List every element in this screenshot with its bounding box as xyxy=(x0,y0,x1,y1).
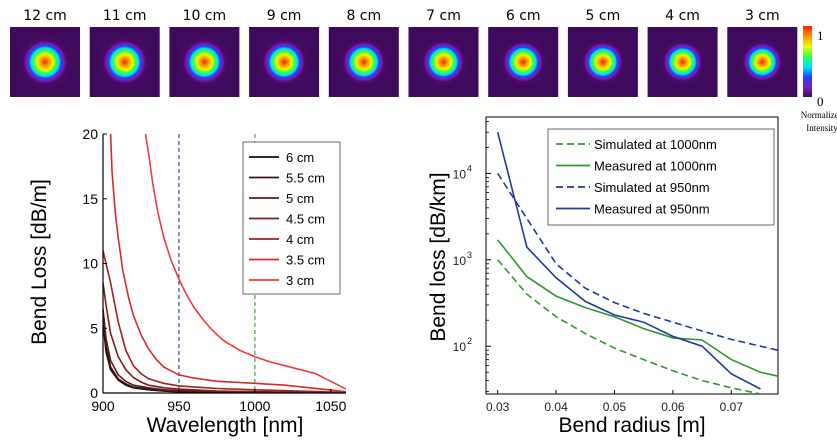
mode-intensity-spot xyxy=(658,38,707,86)
right-series-lines xyxy=(496,132,778,394)
right-x-axis-title: Bend radius [m] xyxy=(558,414,705,437)
left-y-ticks: 0 5 10 15 20 xyxy=(82,126,107,401)
mode-image: 8 cm xyxy=(328,8,399,97)
legend-label: 5.5 cm xyxy=(286,171,325,186)
x-tick-label: 0.06 xyxy=(661,400,685,414)
y-tick-label: 10 xyxy=(453,167,467,181)
mode-image: 4 cm xyxy=(647,8,718,97)
legend-label: Simulated at 1000nm xyxy=(594,137,717,152)
legend-label: Simulated at 950nm xyxy=(594,180,710,195)
mode-image-label: 10 cm xyxy=(183,8,227,24)
x-tick-label: 1000 xyxy=(239,398,270,414)
mode-intensity-spot xyxy=(178,35,231,89)
left-x-axis-title: Wavelength [nm] xyxy=(147,414,304,437)
mode-image-label: 5 cm xyxy=(586,8,621,24)
x-tick-label: 1050 xyxy=(315,398,346,414)
legend-label: 5 cm xyxy=(286,191,314,206)
right-legend: Simulated at 1000nm Measured at 1000nm Sim… xyxy=(547,128,775,226)
series-line-4-cm xyxy=(103,250,346,393)
x-tick-label: 0.05 xyxy=(603,400,627,414)
x-tick-label: 0.03 xyxy=(486,400,510,414)
mode-image-label: 7 cm xyxy=(426,8,461,24)
y-tick-label: 10 xyxy=(453,254,467,268)
legend-label: 3.5 cm xyxy=(286,253,325,268)
legend-label: 6 cm xyxy=(286,150,314,165)
mode-intensity-spot xyxy=(258,36,310,88)
left-legend: 6 cm 5.5 cm 5 cm 4.5 cm 4 cm 3.5 cm 3 cm xyxy=(242,141,341,295)
x-tick-label: 0.07 xyxy=(720,400,744,414)
left-series-lines xyxy=(103,134,346,393)
x-tick-label: 0.04 xyxy=(544,400,568,414)
series-line-3-cm xyxy=(144,134,346,390)
mode-image: 3 cm xyxy=(727,8,798,97)
legend-label: 4 cm xyxy=(286,232,314,247)
legend-label: Measured at 1000nm xyxy=(594,159,717,174)
left-y-axis-title: Bend Loss [dB/m] xyxy=(28,179,51,345)
y-tick-label: 10 xyxy=(453,340,467,354)
y-tick-label: 10 xyxy=(82,256,98,272)
y-tick-label: 0 xyxy=(90,385,98,401)
y-tick-label: 5 xyxy=(90,320,98,336)
y-tick-exponent: 2 xyxy=(467,336,472,346)
mode-image-label: 3 cm xyxy=(745,8,780,24)
mode-image: 12 cm xyxy=(10,8,80,97)
colorbar-caption-line1: Normalized xyxy=(801,110,837,120)
mode-image-label: 11 cm xyxy=(103,8,147,24)
mode-intensity-spot xyxy=(18,35,72,89)
mode-intensity-spot xyxy=(738,38,786,86)
mode-intensity-spot xyxy=(578,37,628,87)
colorbar-caption-line2: Intensity xyxy=(806,123,837,133)
mode-intensity-spot xyxy=(498,37,548,87)
series-line-Simulated-at-1000nm xyxy=(497,259,761,394)
legend-label: 3 cm xyxy=(286,273,314,288)
mode-image-label: 6 cm xyxy=(506,8,541,24)
mode-image-label: 4 cm xyxy=(665,8,700,24)
mode-image-label: 9 cm xyxy=(267,8,302,24)
right-y-axis-title: Bend loss [dB/km] xyxy=(427,172,450,341)
colorbar-gradient xyxy=(803,26,812,97)
series-line-Measured-at-950nm xyxy=(496,132,761,390)
right-x-ticks: 0.03 0.04 0.05 0.06 0.07 xyxy=(486,390,743,414)
x-tick-label: 900 xyxy=(91,398,115,414)
mode-intensity-spot xyxy=(418,37,469,87)
y-tick-label: 15 xyxy=(82,191,98,207)
mode-image-label: 12 cm xyxy=(23,8,67,24)
mode-intensity-spot xyxy=(98,35,152,89)
colorbar: 1 0 Normalized Intensity xyxy=(801,26,837,133)
mode-image: 10 cm xyxy=(169,8,240,97)
mode-image: 5 cm xyxy=(567,8,638,97)
series-line-4-5-cm xyxy=(103,282,346,393)
series-line-Simulated-at-950nm xyxy=(497,172,778,351)
series-line-Measured-at-1000nm xyxy=(497,239,778,377)
mode-image: 6 cm xyxy=(488,8,559,97)
mode-intensity-spot xyxy=(338,36,390,88)
mode-image-label: 8 cm xyxy=(346,8,381,24)
y-tick-exponent: 3 xyxy=(467,250,472,260)
x-tick-label: 950 xyxy=(167,398,191,414)
mode-image: 11 cm xyxy=(89,8,160,97)
y-tick-label: 20 xyxy=(82,126,98,142)
legend-label: Measured at 950nm xyxy=(594,202,710,217)
colorbar-min-label: 0 xyxy=(817,94,824,109)
legend-label: 4.5 cm xyxy=(286,212,325,227)
mode-images-row: 12 cm 11 cm 10 cm 9 cm 8 cm 7 cm 6 cm 5 cm 4 cm 3… xyxy=(10,8,798,97)
mode-image: 9 cm xyxy=(249,8,320,97)
y-tick-exponent: 4 xyxy=(467,163,472,173)
mode-image: 7 cm xyxy=(408,8,479,97)
colorbar-max-label: 1 xyxy=(817,28,824,43)
left-x-ticks: 900 950 1000 1050 xyxy=(91,389,347,414)
series-line-3-5-cm xyxy=(109,134,346,393)
